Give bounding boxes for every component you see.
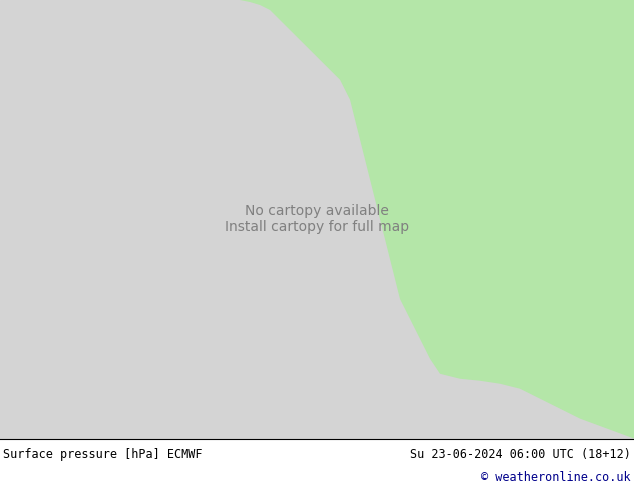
Text: © weatheronline.co.uk: © weatheronline.co.uk: [481, 471, 631, 484]
Text: Surface pressure [hPa] ECMWF: Surface pressure [hPa] ECMWF: [3, 448, 203, 461]
Polygon shape: [220, 0, 634, 439]
Text: Su 23-06-2024 06:00 UTC (18+12): Su 23-06-2024 06:00 UTC (18+12): [410, 448, 631, 461]
Text: No cartopy available
Install cartopy for full map: No cartopy available Install cartopy for…: [225, 204, 409, 234]
